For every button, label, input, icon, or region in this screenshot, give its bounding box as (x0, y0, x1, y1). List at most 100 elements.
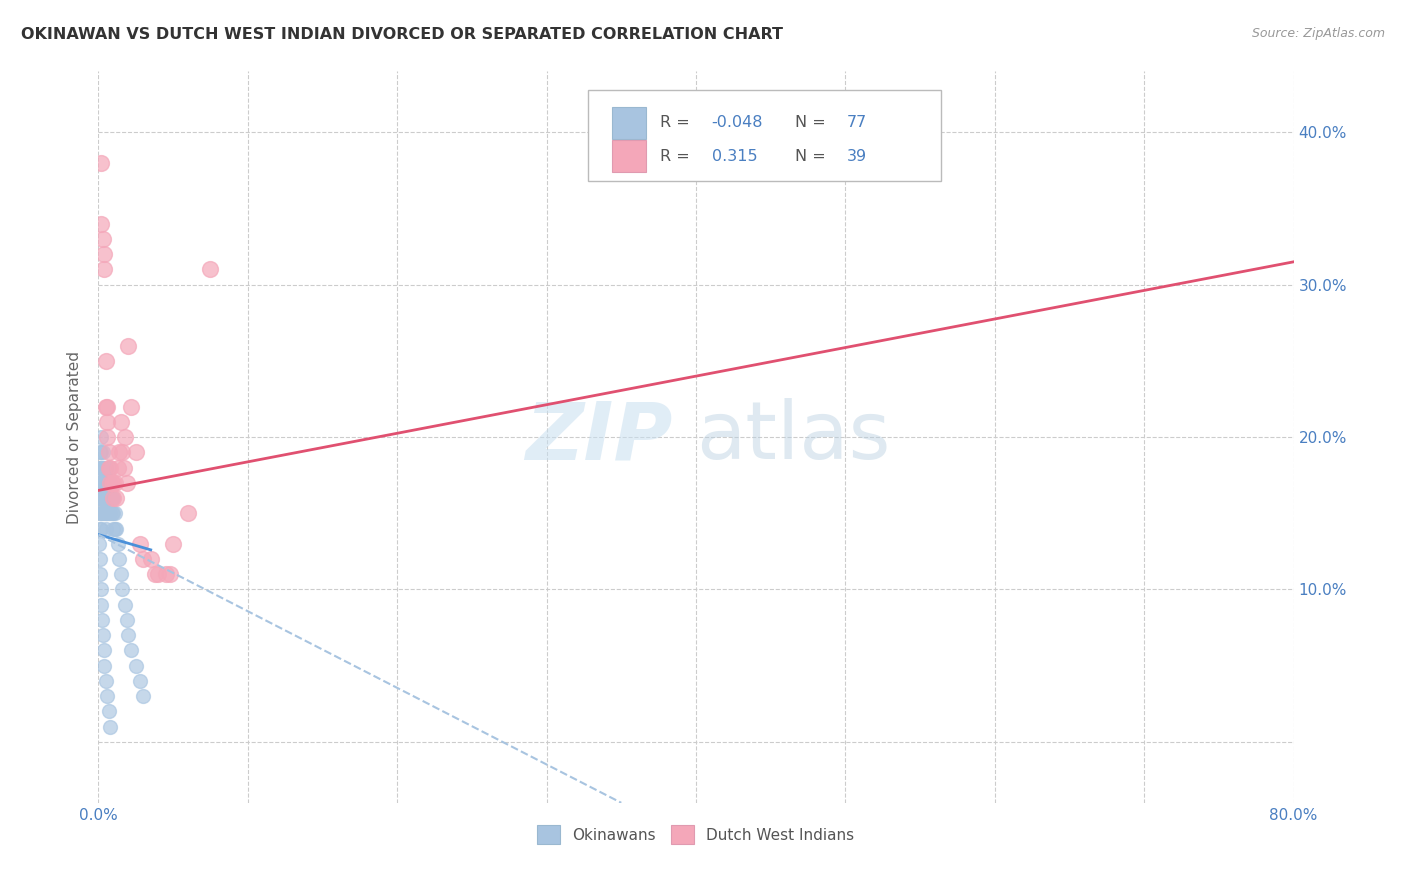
Point (98, 460, 122, 475)
Point (132, 552, 155, 566)
Point (90, 217, 112, 231)
Point (148, 567, 170, 582)
Point (105, 491, 128, 505)
Point (111, 445, 134, 459)
Point (103, 475, 125, 490)
Point (90, 491, 112, 505)
Text: Source: ZipAtlas.com: Source: ZipAtlas.com (1251, 27, 1385, 40)
Point (91, 491, 114, 505)
Point (89, 552, 111, 566)
Point (159, 567, 181, 582)
Point (97, 506, 120, 520)
Point (108, 445, 131, 459)
Point (97, 460, 120, 475)
Text: N =: N = (796, 149, 831, 164)
Point (90, 460, 112, 475)
Point (89, 475, 111, 490)
Point (93, 475, 115, 490)
Point (96, 491, 118, 505)
Point (91, 475, 114, 490)
Point (108, 552, 131, 566)
Point (93, 491, 115, 505)
Point (91, 613, 114, 627)
Point (132, 689, 155, 703)
Point (98, 475, 122, 490)
Point (94, 521, 117, 535)
Point (98, 720, 122, 734)
Point (93, 475, 115, 490)
Point (96, 400, 118, 414)
Point (104, 506, 127, 520)
Point (94, 475, 117, 490)
Text: 0.315: 0.315 (711, 149, 758, 164)
Point (89, 537, 111, 551)
FancyBboxPatch shape (613, 140, 645, 172)
Point (104, 475, 127, 490)
Point (129, 673, 152, 688)
Point (120, 400, 142, 414)
Point (94, 673, 117, 688)
Point (103, 491, 125, 505)
Point (90, 491, 112, 505)
Point (112, 460, 135, 475)
Text: OKINAWAN VS DUTCH WEST INDIAN DIVORCED OR SEPARATED CORRELATION CHART: OKINAWAN VS DUTCH WEST INDIAN DIVORCED O… (21, 27, 783, 42)
Text: 77: 77 (846, 115, 868, 130)
Point (90, 460, 112, 475)
Point (103, 491, 125, 505)
Point (139, 552, 162, 566)
Point (90, 155, 112, 169)
Point (91, 460, 114, 475)
Point (177, 506, 200, 520)
Point (162, 537, 184, 551)
Point (143, 567, 166, 582)
Point (200, 262, 222, 277)
Point (90, 582, 112, 597)
Point (89, 445, 111, 459)
Point (97, 705, 120, 719)
Point (103, 506, 125, 520)
Point (91, 445, 114, 459)
Point (114, 430, 136, 444)
Point (96, 475, 118, 490)
Point (107, 537, 129, 551)
Point (96, 430, 118, 444)
Point (125, 445, 148, 459)
Point (93, 491, 115, 505)
Point (115, 613, 138, 627)
Point (120, 643, 142, 657)
Point (90, 598, 112, 612)
Point (98, 506, 122, 520)
Point (90, 506, 112, 520)
Point (111, 582, 134, 597)
Point (90, 521, 112, 535)
Point (97, 460, 120, 475)
Point (89, 506, 111, 520)
Text: 39: 39 (846, 149, 866, 164)
Point (90, 430, 112, 444)
Point (96, 689, 118, 703)
Point (93, 247, 115, 261)
Text: atlas: atlas (696, 398, 890, 476)
Point (89, 567, 111, 582)
Point (97, 475, 120, 490)
Point (103, 521, 125, 535)
Point (91, 475, 114, 490)
Point (89, 475, 111, 490)
Text: ZIP: ZIP (524, 398, 672, 476)
Point (91, 628, 114, 642)
Point (96, 415, 118, 429)
Point (115, 475, 138, 490)
Point (93, 262, 115, 277)
Point (96, 506, 118, 520)
Text: R =: R = (661, 149, 695, 164)
Point (114, 598, 136, 612)
Point (94, 491, 117, 505)
Point (93, 658, 115, 673)
Point (94, 354, 117, 368)
Point (93, 460, 115, 475)
Point (107, 460, 129, 475)
Legend: Okinawans, Dutch West Indians: Okinawans, Dutch West Indians (531, 819, 860, 850)
Point (117, 628, 139, 642)
Point (93, 643, 115, 657)
Point (93, 506, 115, 520)
